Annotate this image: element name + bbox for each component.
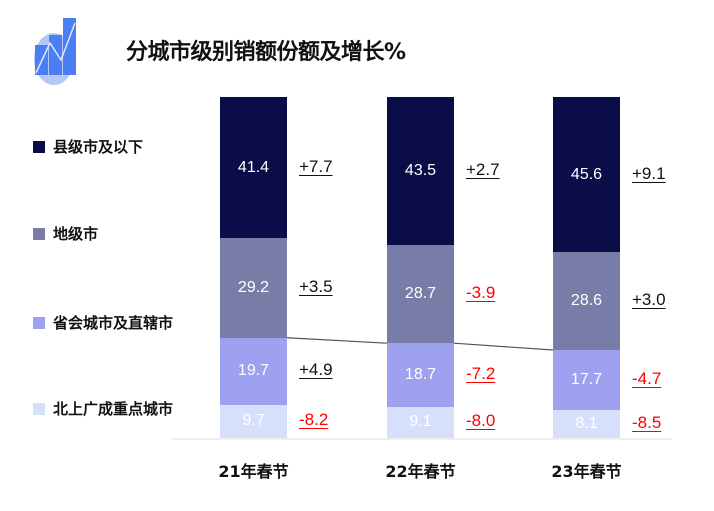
bar-segment: 28.7	[387, 245, 454, 344]
legend-swatch	[33, 402, 45, 415]
legend-item: 地级市	[33, 223, 98, 244]
data-label: 9.1	[409, 413, 432, 431]
data-label: 9.7	[242, 412, 265, 430]
legend-swatch	[33, 140, 45, 153]
bar-segment: 18.7	[387, 343, 454, 407]
bar-segment: 28.6	[553, 252, 620, 350]
legend-label: 省会城市及直辖市	[53, 314, 174, 332]
data-label: 41.4	[237, 158, 270, 176]
growth-label: +2.7	[466, 160, 500, 180]
data-label: 17.7	[570, 371, 603, 389]
data-label: 45.6	[570, 165, 603, 183]
growth-label: +9.1	[632, 163, 666, 183]
bar-segment: 17.7	[553, 350, 620, 411]
data-label: 18.7	[404, 366, 437, 384]
growth-label: -7.2	[466, 364, 496, 384]
x-tick-label: 22年春节	[385, 462, 456, 481]
data-label: 43.5	[404, 162, 437, 180]
legend-item: 县级市及以下	[33, 136, 143, 157]
data-label: 28.7	[404, 285, 437, 303]
growth-label: -3.9	[466, 283, 496, 303]
legend-item: 省会城市及直辖市	[33, 312, 173, 333]
x-tick-label: 21年春节	[218, 462, 289, 481]
growth-label: -8.0	[466, 411, 496, 431]
bar-segment: 19.7	[220, 337, 287, 405]
growth-label: +3.0	[632, 290, 666, 310]
growth-label: -4.7	[632, 369, 662, 389]
connector-line	[453, 342, 554, 351]
growth-label: -8.2	[299, 410, 329, 430]
legend-swatch	[33, 316, 45, 329]
legend-label: 县级市及以下	[53, 138, 144, 156]
legend-label: 北上广成重点城市	[53, 400, 174, 418]
data-label: 29.2	[237, 278, 270, 296]
legend-label: 地级市	[53, 225, 99, 243]
data-label: 19.7	[237, 362, 270, 380]
x-tick-label: 23年春节	[551, 462, 622, 481]
chart-title: 分城市级别销额份额及增长%	[126, 40, 406, 65]
data-label: 8.1	[575, 415, 598, 433]
growth-label: -8.5	[632, 413, 662, 433]
bar-segment: 41.4	[220, 97, 287, 239]
growth-label: +7.7	[299, 156, 333, 176]
growth-label: +3.5	[299, 276, 333, 296]
growth-chart-icon	[34, 18, 76, 85]
legend-item: 北上广成重点城市	[33, 398, 173, 419]
data-label: 28.6	[570, 292, 603, 310]
growth-label: +4.9	[299, 360, 333, 380]
bar-segment: 9.7	[220, 404, 287, 438]
connector-line	[286, 337, 388, 344]
bar-segment: 8.1	[553, 410, 620, 438]
bar-segment: 29.2	[220, 238, 287, 338]
bar-segment: 43.5	[387, 97, 454, 246]
legend-swatch	[33, 227, 45, 240]
bar-segment: 45.6	[553, 97, 620, 253]
bar-segment: 9.1	[387, 406, 454, 438]
